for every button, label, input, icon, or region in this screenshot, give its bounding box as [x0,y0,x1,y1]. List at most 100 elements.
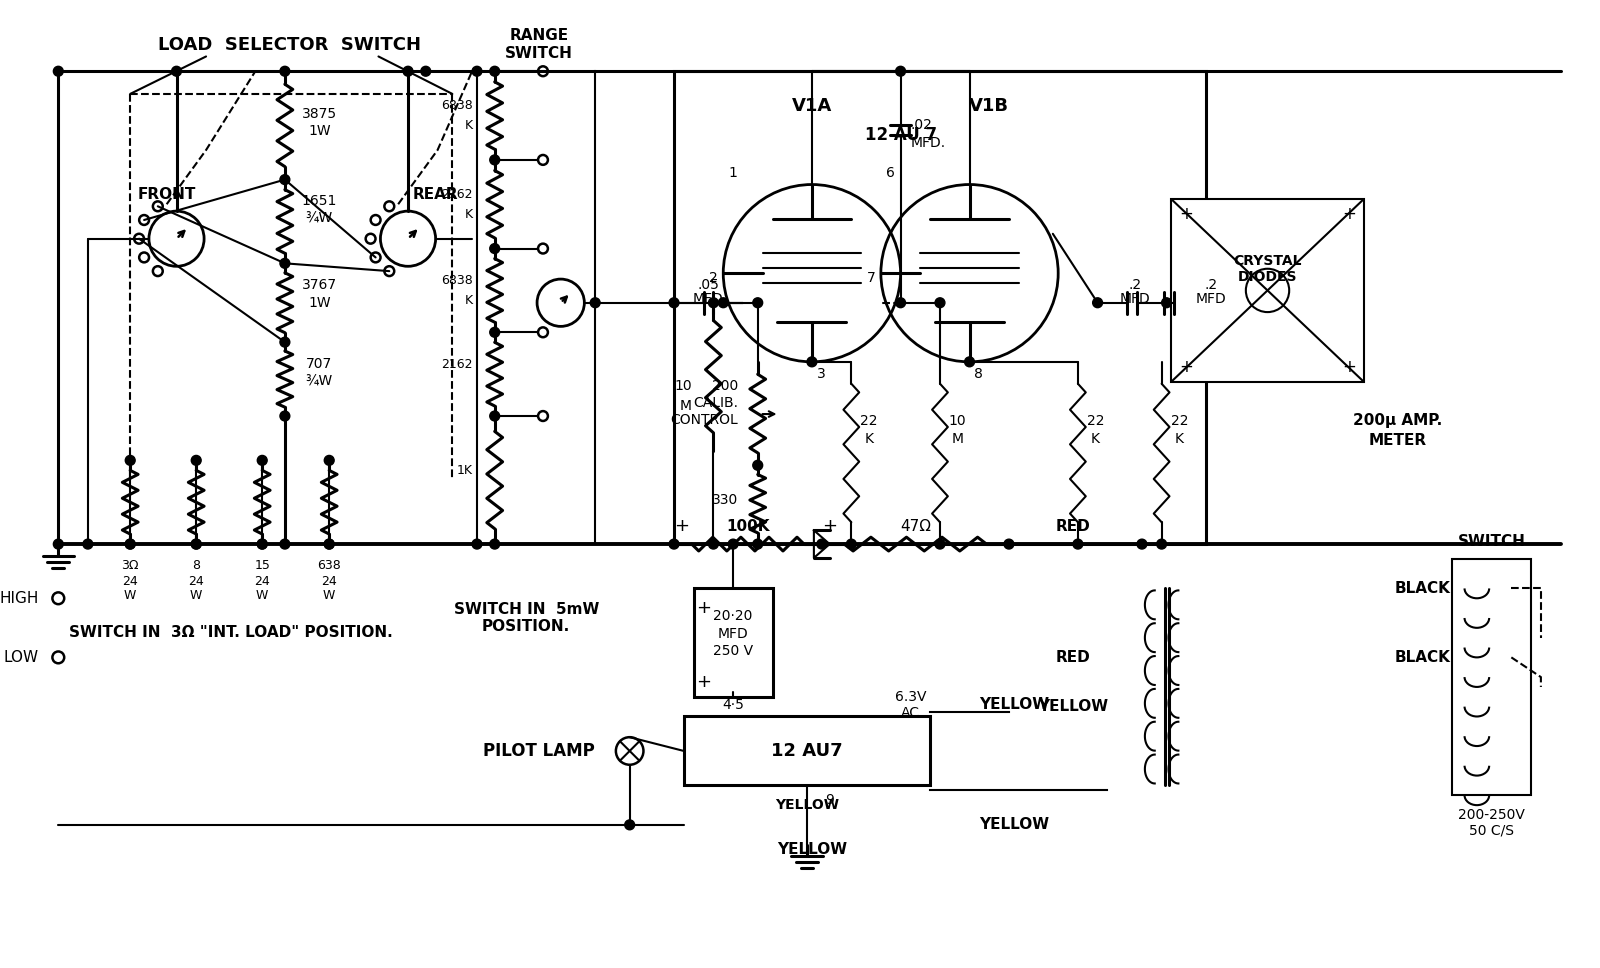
Text: RED: RED [1056,519,1090,534]
Text: 6.3V
AC: 6.3V AC [894,689,926,720]
Text: K: K [466,293,474,307]
Text: .2: .2 [1205,278,1218,292]
Circle shape [325,455,334,466]
Text: 47Ω: 47Ω [899,519,931,534]
Circle shape [490,67,499,76]
Text: MFD: MFD [693,291,723,306]
Circle shape [490,539,499,549]
Text: YELLOW: YELLOW [979,817,1050,832]
Text: 24: 24 [189,575,205,588]
Text: 1: 1 [728,166,738,180]
Text: 2162: 2162 [442,358,474,371]
Circle shape [171,67,181,76]
Text: W: W [125,589,136,602]
Circle shape [896,67,906,76]
Text: CRYSTAL: CRYSTAL [1234,254,1302,268]
Text: +: + [822,517,837,535]
Text: 9: 9 [824,793,834,807]
Text: M: M [680,399,691,413]
Circle shape [669,298,678,308]
Circle shape [728,539,738,549]
Text: SWITCH: SWITCH [1458,533,1525,549]
Text: 707: 707 [306,357,333,371]
Text: 250 V: 250 V [714,645,754,658]
Text: METER: METER [1370,433,1427,448]
Text: +: + [1179,358,1194,376]
Text: +: + [674,517,690,535]
Text: +: + [696,599,710,618]
Text: 6838: 6838 [442,99,474,112]
Text: 15: 15 [254,560,270,572]
Circle shape [53,539,64,549]
Circle shape [472,539,482,549]
Bar [1453,559,1531,796]
Text: PILOT LAMP: PILOT LAMP [483,741,595,760]
Circle shape [806,357,818,367]
Circle shape [1138,539,1147,549]
Text: YELLOW: YELLOW [778,842,846,857]
Circle shape [818,539,827,549]
Text: K: K [466,119,474,132]
Text: RED: RED [1056,650,1090,665]
Text: K: K [864,432,874,445]
Circle shape [403,67,413,76]
Text: 6838: 6838 [442,274,474,287]
Circle shape [192,455,202,466]
Text: 1W: 1W [309,296,331,310]
Text: K: K [1174,432,1184,445]
Circle shape [325,539,334,549]
Circle shape [472,67,482,76]
Text: YELLOW: YELLOW [1038,699,1109,714]
Text: 24: 24 [322,575,338,588]
Text: ¾W: ¾W [306,212,333,226]
Circle shape [754,298,763,308]
Text: .2: .2 [1128,278,1141,292]
Text: +: + [1179,205,1194,223]
Circle shape [1074,539,1083,549]
Bar [1171,199,1363,381]
Text: REAR: REAR [413,187,459,202]
Text: LOAD  SELECTOR  SWITCH: LOAD SELECTOR SWITCH [158,36,421,53]
Circle shape [125,539,134,549]
Text: 4·5: 4·5 [722,698,744,711]
Circle shape [754,539,763,549]
Text: DIODES: DIODES [1238,270,1298,284]
Circle shape [192,539,202,549]
Text: BLACK: BLACK [1395,581,1451,596]
Text: +: + [696,673,710,691]
Circle shape [490,155,499,165]
Circle shape [709,298,718,308]
Circle shape [325,539,334,549]
Circle shape [1157,539,1166,549]
Circle shape [280,337,290,348]
Text: 22: 22 [1171,414,1189,428]
Text: ¾W: ¾W [306,375,333,388]
Text: 200-250V: 200-250V [1458,808,1525,822]
Text: K: K [466,207,474,221]
Text: 12 AU 7: 12 AU 7 [864,126,936,144]
Text: 100K: 100K [726,519,770,534]
Text: CONTROL: CONTROL [670,413,738,427]
Text: 3875: 3875 [302,106,338,121]
Text: SWITCH IN  3Ω "INT. LOAD" POSITION.: SWITCH IN 3Ω "INT. LOAD" POSITION. [69,625,392,640]
Text: MFD: MFD [718,626,749,641]
Text: 22: 22 [1086,414,1104,428]
Text: MFD.: MFD. [910,136,946,150]
Text: .02: .02 [910,118,933,133]
Text: K: K [1091,432,1101,445]
Circle shape [280,411,290,421]
Circle shape [669,539,678,549]
Text: 200μ AMP.: 200μ AMP. [1354,413,1443,429]
Text: MFD: MFD [1195,291,1226,306]
Text: 3767: 3767 [302,278,338,292]
Text: YELLOW: YELLOW [979,697,1050,712]
Circle shape [709,539,718,549]
Text: 10: 10 [949,414,966,428]
Text: V1B: V1B [970,97,1010,115]
Text: W: W [323,589,336,602]
Text: M: M [952,432,963,445]
Circle shape [192,539,202,549]
Text: 1W: 1W [309,124,331,138]
Text: W: W [256,589,269,602]
Circle shape [490,244,499,254]
